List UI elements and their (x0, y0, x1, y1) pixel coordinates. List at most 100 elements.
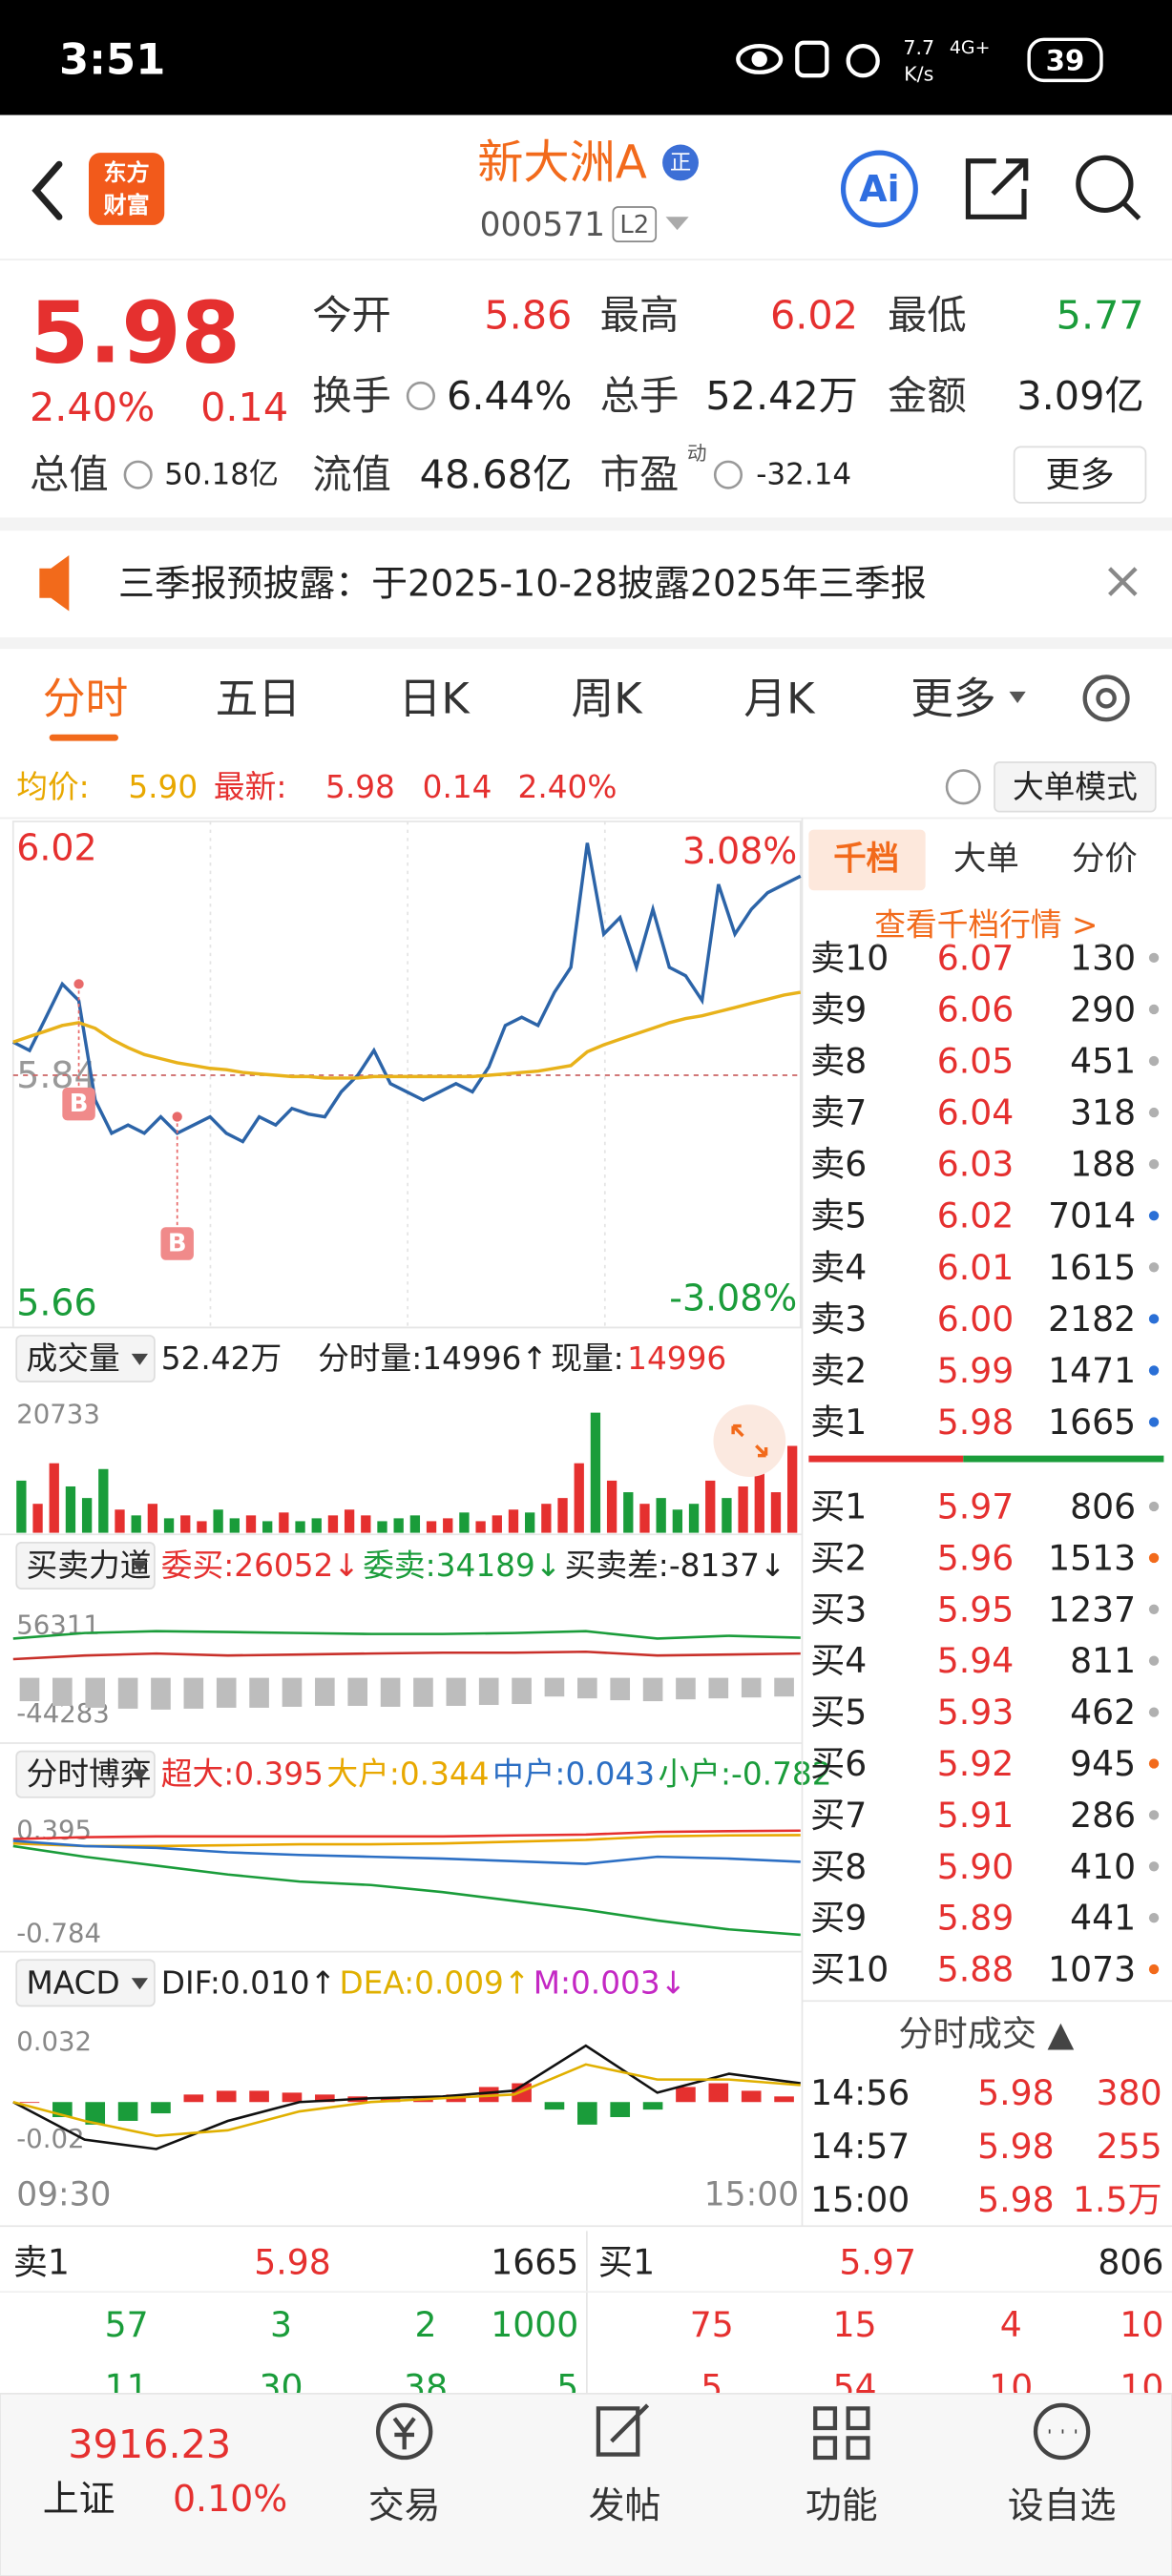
bar (311, 1518, 322, 1533)
trade-price: 5.98 (977, 2072, 1055, 2113)
level-dot (1148, 1655, 1160, 1666)
level-price: 6.00 (937, 1298, 1015, 1340)
level-label: 买8 (810, 1846, 867, 1887)
nav-icon[interactable] (375, 2402, 433, 2461)
logo-text: 东方 (104, 159, 150, 186)
indicator-selector[interactable] (15, 1542, 156, 1589)
share-button[interactable] (965, 158, 1029, 219)
indicator-selector[interactable] (15, 1750, 156, 1798)
nav-label[interactable]: 功能 (806, 2484, 878, 2526)
level-volume: 188 (1070, 1144, 1136, 1185)
table-cell: 10 (1120, 2304, 1163, 2345)
bar (262, 1521, 273, 1533)
more-button-text[interactable]: 更多 (1045, 454, 1114, 495)
level-dot (1148, 1107, 1160, 1118)
table-price: 5.98 (254, 2242, 331, 2283)
status-bar (0, 0, 1172, 115)
tab[interactable]: 周K (571, 673, 643, 723)
indicator-selector[interactable] (15, 1959, 156, 2007)
indicator-title[interactable]: 买卖力道 (27, 1548, 152, 1584)
level-price: 6.01 (937, 1247, 1015, 1288)
level-label: 卖8 (810, 1041, 867, 1082)
nav-icon[interactable] (596, 2403, 650, 2457)
index-change[interactable]: 0.10% (173, 2478, 287, 2520)
x-tick-label: 15:00 (704, 2176, 799, 2214)
mode-button-text[interactable]: 大单模式 (1013, 769, 1138, 805)
indicator-title[interactable]: 分时博弈 (27, 1756, 152, 1793)
level-price: 5.88 (937, 1949, 1015, 1990)
indicator-selector[interactable] (15, 1335, 156, 1383)
tab[interactable]: 五日 (216, 673, 302, 723)
level-dot (1148, 1963, 1160, 1975)
level-dot (1148, 1417, 1160, 1427)
table-label: 卖1 (13, 2242, 70, 2283)
mode-button[interactable] (994, 761, 1157, 813)
trades-title[interactable]: 分时成交 ▲ (898, 2013, 1074, 2054)
level-volume: 2182 (1048, 1298, 1136, 1340)
tab[interactable]: 日K (399, 673, 471, 723)
tab[interactable]: 更多 (910, 673, 996, 723)
trade-time: 14:56 (810, 2072, 910, 2113)
badge-text: 正 (670, 150, 691, 175)
bar (541, 1504, 552, 1533)
bar (117, 1677, 138, 1709)
ai-button[interactable] (840, 150, 918, 228)
bar (525, 1512, 535, 1533)
bar (577, 2102, 597, 2125)
bar (492, 1515, 502, 1533)
nav-label[interactable]: 设自选 (1008, 2484, 1117, 2526)
order-book-tab[interactable]: 大单 (953, 841, 1019, 879)
legend-text: 分时量:14996↑ (318, 1340, 548, 1377)
level-dot (1148, 1552, 1160, 1564)
bar (705, 1480, 716, 1533)
level-dot (1148, 1604, 1160, 1614)
order-book-tab[interactable]: 分价 (1072, 841, 1138, 879)
info-icon (406, 381, 435, 411)
field-value: 5.86 (484, 293, 572, 339)
nav-icon[interactable] (813, 2406, 870, 2461)
level-label: 买4 (810, 1640, 867, 1681)
bar (151, 2102, 171, 2114)
book-bar-red (808, 1455, 964, 1463)
help-icon[interactable] (945, 769, 981, 805)
series-line (12, 1829, 801, 1840)
tab[interactable]: 分时 (43, 673, 129, 723)
nav-label[interactable]: 发帖 (589, 2484, 661, 2526)
settings-button[interactable] (1082, 675, 1130, 722)
expand-button[interactable] (713, 1404, 786, 1478)
expand-icon (731, 1423, 768, 1458)
bar (642, 1677, 663, 1702)
table-volume: 806 (1098, 2242, 1163, 2283)
back-button[interactable] (31, 160, 63, 220)
level-label: 买9 (810, 1898, 867, 1939)
nav-label[interactable]: 交易 (368, 2484, 441, 2526)
series-line (12, 1839, 801, 1865)
close-notice[interactable] (1108, 567, 1138, 596)
level-volume: 1665 (1048, 1402, 1136, 1443)
level-price: 5.98 (937, 1402, 1015, 1443)
bar (708, 1677, 729, 1699)
order-book-tab[interactable]: 千档 (833, 841, 899, 879)
tab[interactable]: 月K (743, 673, 816, 723)
field-value: -32.14 (756, 458, 851, 492)
trade-volume: 255 (1097, 2126, 1162, 2167)
bar (327, 1515, 339, 1533)
search-button[interactable] (1076, 155, 1141, 220)
indicator-title[interactable]: MACD (27, 1964, 120, 2001)
nav-icon[interactable] (1033, 2402, 1091, 2461)
table-price: 5.97 (839, 2242, 916, 2283)
status-speed-unit: K/s (904, 62, 933, 85)
indicator-title[interactable]: 成交量 (27, 1340, 120, 1377)
index-name[interactable]: 上证 (43, 2478, 115, 2520)
more-button[interactable] (1013, 446, 1147, 504)
field-label: 总值 (30, 452, 109, 498)
level-dot (1148, 1758, 1160, 1769)
bar (213, 1509, 223, 1533)
bar (577, 1677, 597, 1699)
field-value: 50.18亿 (164, 458, 279, 492)
index-value[interactable]: 3916.23 (68, 2421, 231, 2467)
order-book-link[interactable]: 查看千档行情 > (874, 906, 1098, 943)
field-label: 金额 (888, 373, 967, 419)
field-value: 5.77 (1057, 293, 1144, 339)
